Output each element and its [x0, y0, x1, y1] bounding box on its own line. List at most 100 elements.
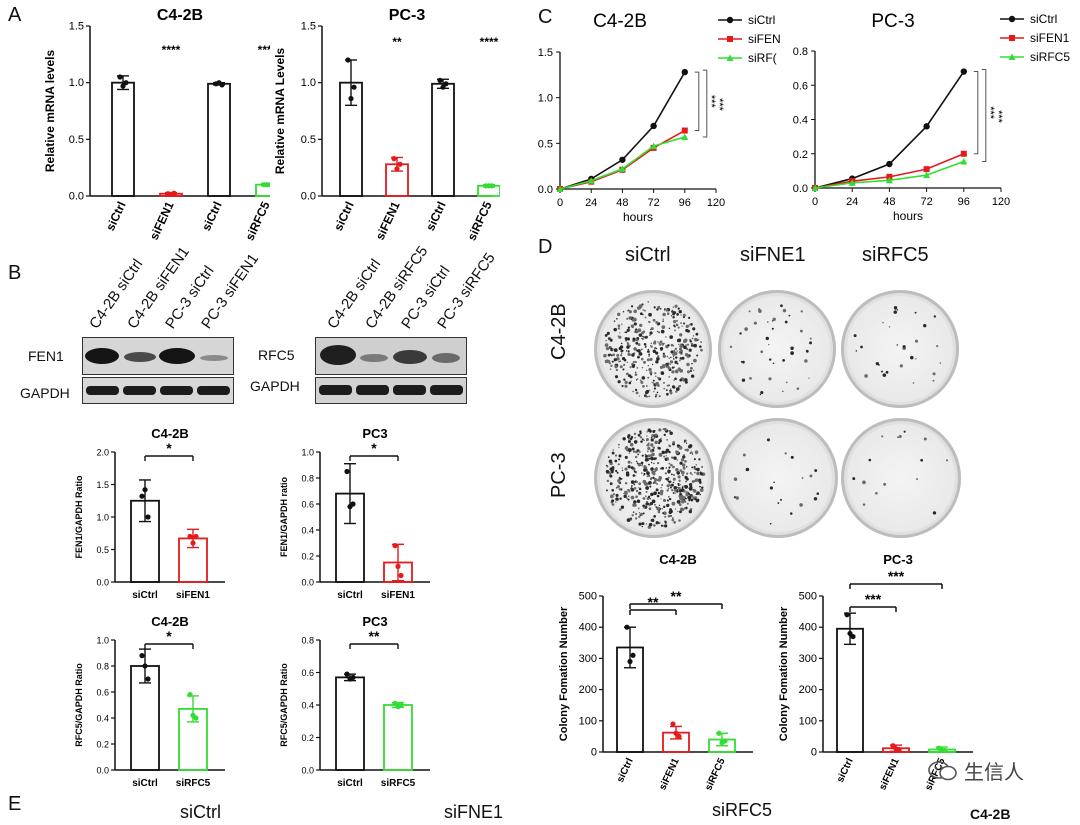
bar [431, 82, 455, 197]
y-tick-label: 0.0 [301, 578, 314, 588]
chart-title: PC3 [362, 426, 387, 441]
data-point [923, 166, 930, 173]
panel-e-col-label: siFNE1 [444, 802, 504, 822]
panel-letter-d: D [538, 236, 553, 258]
category-label: siRFC5 [176, 778, 211, 789]
y-tick-label: 0.0 [69, 191, 84, 203]
y-tick-label: 2.0 [96, 448, 109, 458]
data-point [624, 624, 630, 630]
data-point [681, 127, 688, 134]
band-label-fen1: FEN1 [28, 348, 64, 364]
y-tick-label: 1.0 [538, 93, 553, 105]
data-point [139, 653, 145, 659]
legend-marker [726, 16, 734, 24]
panel-e-col-label: siCtrl [180, 802, 221, 822]
sig-bracket [973, 71, 979, 155]
data-point [145, 676, 151, 682]
y-axis-label: FEN1/GAPDH Ratio [74, 475, 84, 559]
colony-dots [852, 430, 949, 515]
legend-label: siRF( [748, 51, 777, 65]
data-point [437, 77, 443, 83]
panel-letter-c: C [538, 6, 553, 28]
colony-row-label: PC-3 [548, 452, 570, 498]
data-point [348, 95, 354, 102]
chart-title: C4-2B [151, 426, 189, 441]
category-label: siFEN1 [373, 199, 403, 242]
data-point [960, 68, 967, 75]
y-tick-label: 0.4 [793, 115, 808, 127]
y-axis-label: RFC5/GAPDH Ratio [74, 663, 84, 747]
x-tick-label: 48 [616, 197, 628, 209]
bar [335, 676, 365, 771]
x-tick-label: 24 [846, 196, 858, 208]
data-point [345, 57, 351, 63]
category-label: siCtrl [615, 756, 636, 784]
data-point [627, 658, 633, 665]
band-label-rfc5: RFC5 [258, 347, 295, 363]
data-point [117, 74, 123, 80]
y-tick-label: 1.0 [69, 77, 84, 89]
data-point [344, 671, 350, 677]
chart-b-rfc5-pc3: PC3 0.0 0.2 0.4 0.6 0.8 RFC5/GAPDH Ratio siCtrl… [279, 614, 430, 789]
colony-dots [605, 427, 706, 529]
category-label: siCtrl [337, 778, 363, 789]
chart-title: PC-3 [871, 11, 914, 32]
significance-label: ** [671, 588, 682, 604]
y-tick-label: 0 [591, 747, 597, 759]
y-tick-label: 0.4 [301, 526, 314, 536]
data-point [120, 83, 126, 89]
significance-label: *** [705, 95, 717, 109]
significance-label: **** [480, 35, 499, 49]
colony-dots [603, 301, 703, 398]
y-axis-label: RFC5/GAPDH Ratio [279, 663, 289, 747]
y-tick-label: 1.5 [301, 21, 316, 33]
y-tick-label: 0.0 [301, 766, 314, 776]
y-tick-label: 0.5 [301, 134, 316, 146]
data-point [942, 747, 948, 754]
blot-strip-rfc5 [315, 337, 467, 375]
y-tick-label: 0.2 [793, 149, 808, 161]
y-tick-label: 0.5 [69, 134, 84, 146]
data-point [139, 493, 145, 499]
significance-label: * [166, 440, 172, 456]
chart-title: PC-3 [883, 552, 913, 567]
y-tick-label: 0 [811, 747, 817, 759]
y-tick-label: 0.8 [96, 662, 109, 672]
data-point [650, 122, 657, 130]
data-point [886, 160, 893, 168]
category-label: siCtrl [132, 590, 158, 601]
significance-label: ** [648, 594, 659, 610]
x-tick-label: 120 [992, 196, 1010, 208]
blot-strip-gapdh [82, 377, 234, 404]
legend-marker [727, 36, 733, 42]
category-label: siCtrl [199, 199, 225, 233]
y-tick-label: 0.6 [793, 80, 808, 92]
bar [111, 81, 135, 197]
data-point [267, 182, 270, 188]
data-point [811, 184, 819, 191]
significance-label: **** [162, 43, 181, 57]
data-point [397, 161, 403, 167]
data-point [190, 540, 196, 546]
chart-c-c42b: C4-2B0.00.51.01.5024487296120hoursOD (45… [538, 11, 781, 224]
y-tick-label: 300 [579, 653, 597, 665]
panel-letter-a: A [8, 4, 22, 26]
data-point [619, 156, 626, 163]
blot-strip-gapdh [315, 377, 467, 404]
y-axis-label: Colony Fomation Number [778, 606, 790, 741]
data-point [392, 543, 398, 549]
y-tick-label: 1.0 [301, 77, 316, 89]
data-point [351, 84, 357, 90]
x-tick-label: 96 [958, 196, 970, 208]
significance-label: *** [992, 110, 1004, 124]
significance-label: **** [258, 43, 270, 57]
significance-label: ** [369, 628, 380, 644]
colony-col-label: siCtrl [625, 244, 671, 266]
blot-strip-fen1 [82, 337, 234, 375]
data-point [187, 533, 193, 540]
data-point [142, 663, 148, 669]
y-tick-label: 0.2 [301, 733, 314, 743]
watermark: 生信人 [928, 756, 1024, 785]
band-label-gapdh: GAPDH [20, 385, 70, 401]
chart-title: C4-2B [593, 11, 647, 32]
